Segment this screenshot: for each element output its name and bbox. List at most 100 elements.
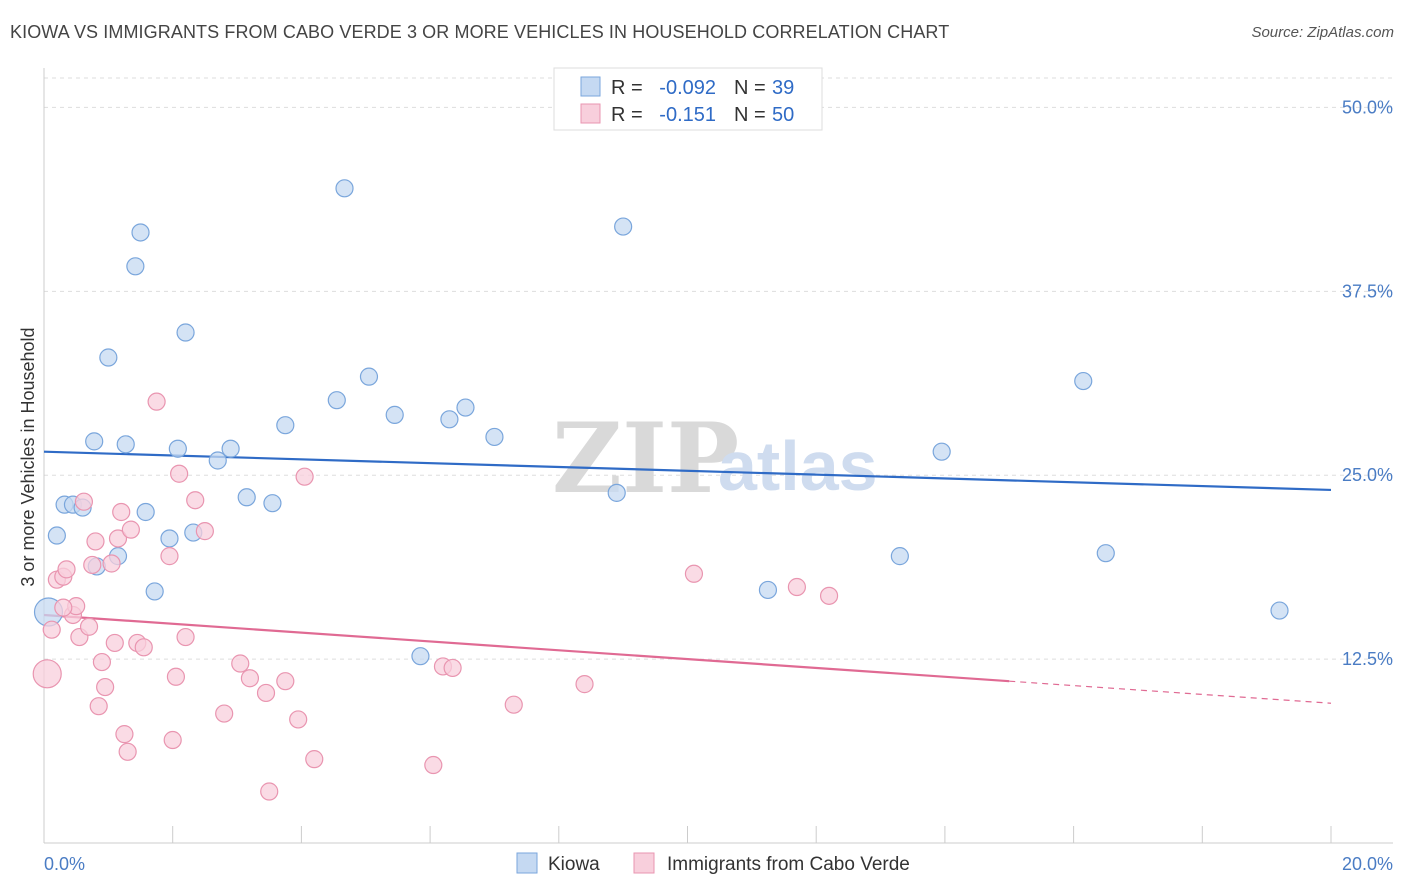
y-tick-label: 25.0% [1342, 465, 1393, 485]
cabo-verde-point [57, 560, 76, 579]
cabo-verde-point [295, 467, 314, 486]
kiowa-swatch [580, 76, 601, 97]
axes [43, 68, 1393, 844]
cabo-verde-point [787, 577, 806, 597]
cabo-verde-point [147, 392, 166, 411]
cabo-verde-point [163, 730, 182, 750]
kiowa-point [99, 348, 118, 367]
cabo-verde-point [83, 555, 102, 575]
kiowa-point [85, 432, 104, 451]
cabo-verde-point [74, 492, 93, 511]
x-tick-min: 0.0% [44, 854, 85, 874]
kiowa-point [136, 502, 155, 522]
kiowa-trend-line [43, 450, 1332, 492]
cabo-n-label: N = [734, 104, 766, 126]
kiowa-point [1096, 544, 1115, 563]
cabo-verde-point [105, 633, 124, 653]
legend-kiowa-label: Kiowa [548, 854, 600, 875]
series-legend: Kiowa Immigrants from Cabo Verde [516, 852, 910, 875]
cabo-verde-point [443, 658, 462, 678]
cabo-verde-trend-extension [1009, 680, 1332, 704]
grid-lines [44, 77, 1393, 660]
cabo-verde-point [160, 547, 179, 566]
kiowa-point [47, 526, 66, 545]
source-label: Source: ZipAtlas.com [1251, 24, 1394, 41]
cabo-verde-point [276, 672, 295, 691]
kiowa-point [145, 582, 164, 601]
kiowa-point [160, 529, 179, 548]
kiowa-point [614, 217, 633, 236]
kiowa-point [385, 405, 404, 424]
kiowa-point [276, 416, 295, 435]
data-points [32, 179, 1289, 801]
watermark-zip: ZIP [552, 402, 739, 515]
cabo-verde-point [134, 638, 153, 657]
cabo-verde-point [166, 667, 186, 686]
y-tick-labels: 12.5% 25.0% 37.5% 50.0% [1342, 97, 1393, 669]
kiowa-point [327, 391, 346, 410]
kiowa-point [890, 547, 909, 566]
kiowa-point [440, 410, 459, 429]
legend-cabo-swatch [633, 852, 655, 874]
kiowa-point [131, 223, 150, 242]
cabo-verde-point [684, 564, 704, 583]
kiowa-point [607, 483, 626, 502]
kiowa-n-value: 39 [772, 77, 794, 99]
kiowa-r-label: R = [611, 77, 643, 99]
watermark: ZIP atlas [552, 402, 878, 515]
cabo-verde-point [54, 598, 73, 617]
kiowa-point [221, 439, 240, 458]
cabo-verde-point [504, 695, 523, 714]
cabo-verde-point [176, 627, 195, 647]
cabo-verde-point [186, 491, 205, 510]
watermark-atlas: atlas [718, 427, 878, 505]
cabo-verde-point [170, 464, 189, 483]
kiowa-point [1074, 371, 1093, 391]
cabo-verde-point [89, 697, 108, 716]
cabo-r-label: R = [611, 104, 643, 126]
cabo-verde-point [424, 755, 443, 775]
kiowa-point [126, 257, 145, 276]
cabo-verde-point [96, 677, 115, 697]
kiowa-point [116, 435, 135, 454]
legend-kiowa-swatch [516, 852, 538, 874]
cabo-verde-point [289, 710, 308, 729]
y-tick-label: 37.5% [1342, 281, 1393, 301]
kiowa-point [1270, 601, 1289, 620]
cabo-verde-point [32, 659, 62, 689]
kiowa-n-label: N = [734, 77, 766, 99]
cabo-verde-point [260, 782, 279, 801]
legend-cabo-label: Immigrants from Cabo Verde [667, 854, 910, 875]
stats-legend: R = -0.092 N = 39 R = -0.151 N = 50 [553, 67, 823, 131]
cabo-verde-trend-line [43, 613, 1010, 683]
kiowa-r-value: -0.092 [659, 77, 716, 99]
kiowa-point [168, 439, 187, 458]
y-tick-label: 50.0% [1342, 97, 1393, 117]
cabo-verde-point [575, 675, 594, 694]
y-axis-label: 3 or more Vehicles in Household [18, 327, 38, 586]
cabo-verde-point [195, 522, 214, 541]
cabo-verde-point [112, 502, 131, 522]
kiowa-point [263, 494, 282, 513]
cabo-verde-point [240, 669, 260, 688]
kiowa-point [456, 398, 475, 417]
trend-lines [43, 450, 1332, 704]
cabo-verde-point [819, 586, 839, 605]
kiowa-point [932, 442, 951, 461]
cabo-verde-point [102, 554, 121, 573]
cabo-n-value: 50 [772, 104, 794, 126]
cabo-verde-point [256, 683, 276, 703]
kiowa-point [237, 488, 256, 507]
kiowa-point [485, 427, 504, 447]
kiowa-point [176, 323, 195, 342]
cabo-verde-point [115, 725, 134, 744]
cabo-r-value: -0.151 [659, 104, 716, 126]
x-tick-max: 20.0% [1342, 854, 1393, 874]
y-tick-label: 12.5% [1342, 649, 1393, 669]
cabo-verde-point [92, 652, 112, 672]
kiowa-point [335, 179, 354, 198]
cabo-verde-point [305, 750, 324, 769]
kiowa-point [208, 451, 227, 470]
kiowa-point [411, 647, 430, 666]
